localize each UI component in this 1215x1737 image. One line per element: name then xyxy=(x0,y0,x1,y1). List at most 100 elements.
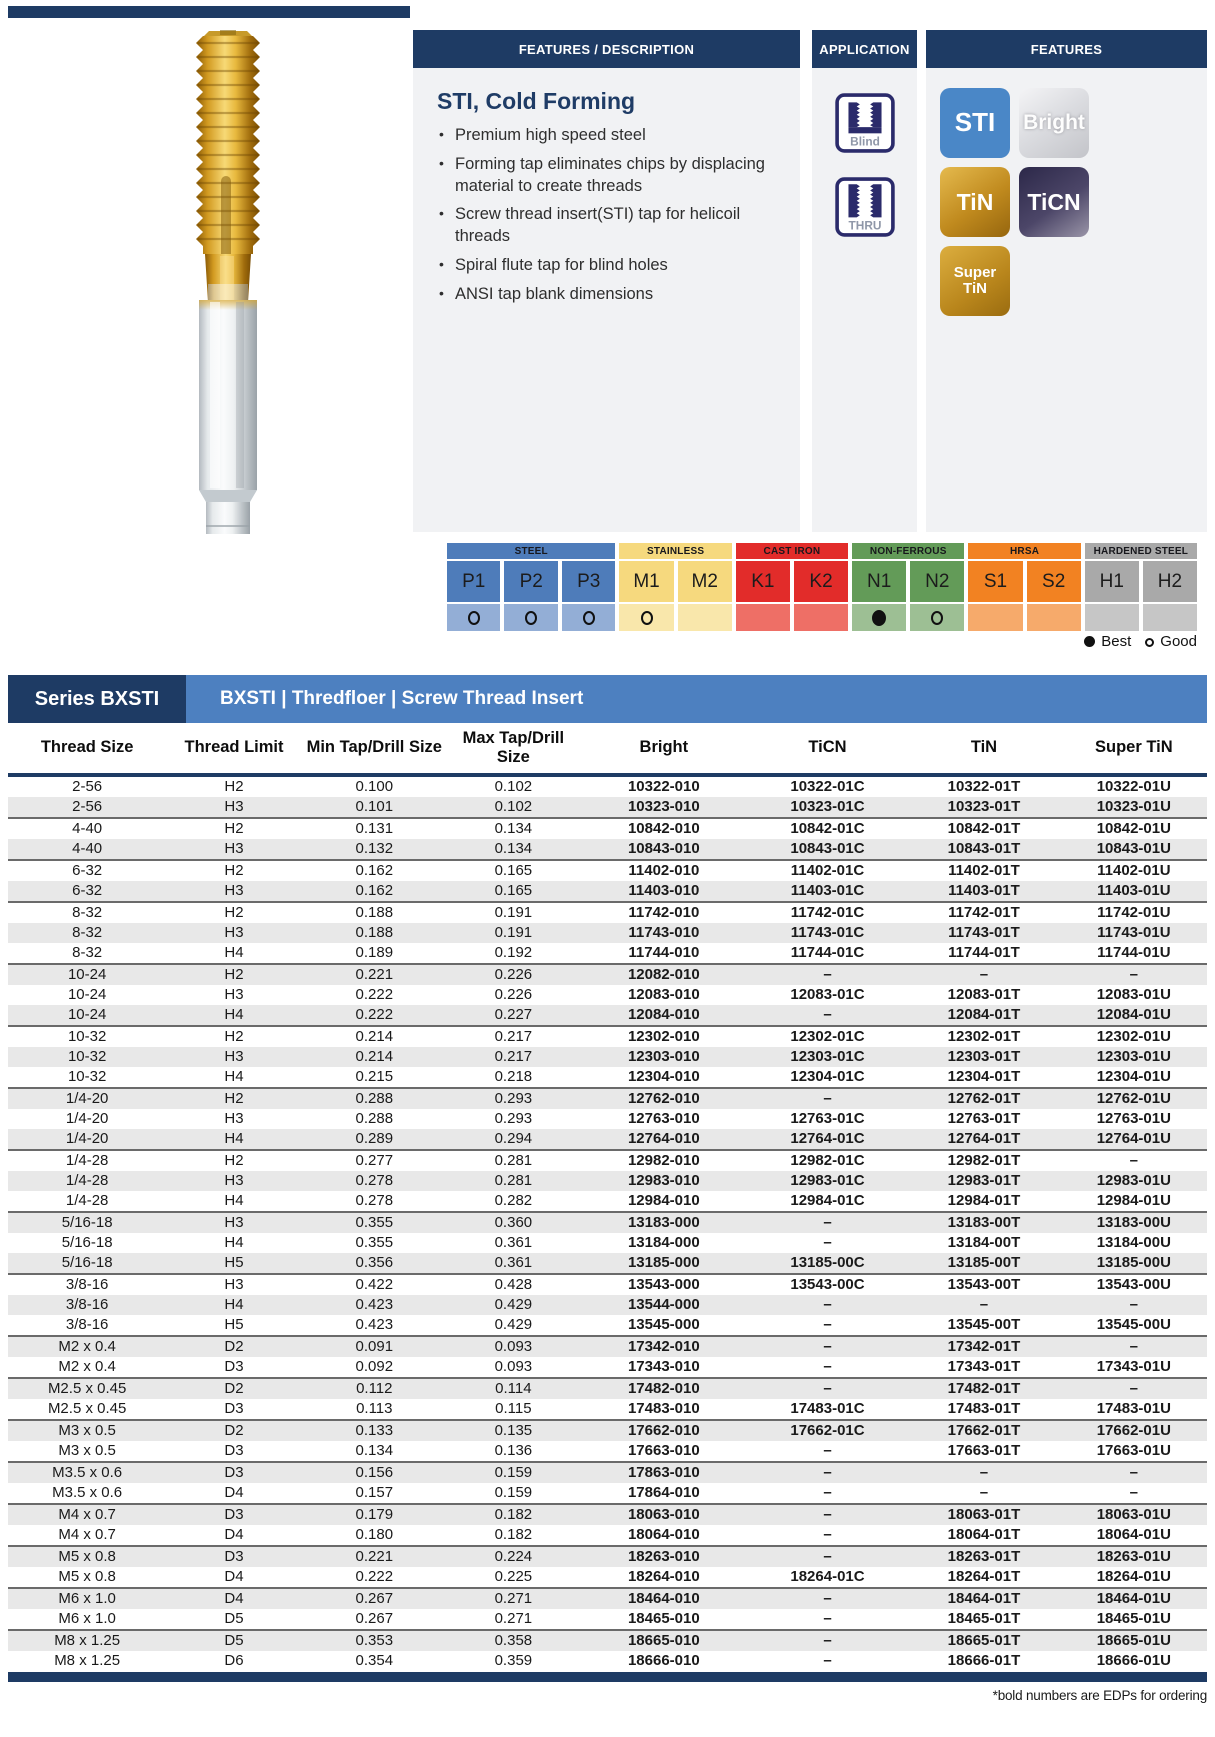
bright-edp-cell: 12082-010 xyxy=(579,962,748,985)
bright-edp-cell: 13545-000 xyxy=(627,1315,700,1333)
table-row: M3.5 x 0.6 D4 0.157 0.159 17864-010 – – – xyxy=(8,1483,1207,1504)
table-row: 1/4-28 H4 0.278 0.282 12984-010 12984-01C 1298… xyxy=(8,1191,1207,1212)
min-tap-drill-cell: 0.278 xyxy=(355,1191,394,1209)
thread-limit-cell: D6 xyxy=(224,1651,244,1669)
super-tin-edp-cell: 10843-01U xyxy=(1096,839,1171,857)
bright-edp-cell: 12982-010 xyxy=(579,1148,748,1171)
tin-edp-cell: 11742-01T xyxy=(907,900,1061,923)
super-tin-edp-cell: 12764-01U xyxy=(1096,1129,1171,1147)
table-row: 4-40 H2 0.131 0.134 10842-010 10842-01C 10842-… xyxy=(8,816,1207,839)
thread-size-cell: 4-40 xyxy=(8,816,167,839)
super-tin-edp-cell: 18264-01U xyxy=(1096,1567,1171,1585)
min-tap-drill-cell: 0.354 xyxy=(355,1651,394,1669)
material-rating-n2 xyxy=(910,604,965,631)
tin-edp-cell: 17483-01T xyxy=(947,1399,1021,1417)
tin-edp-cell: 12763-01T xyxy=(947,1109,1021,1127)
max-tap-drill-cell: 0.182 xyxy=(446,1502,580,1525)
table-row: M2 x 0.4 D2 0.091 0.093 17342-010–17342-01T – xyxy=(8,1334,1207,1357)
max-tap-drill-cell: 0.165 xyxy=(494,881,533,899)
bright-edp-cell: 17483-010 xyxy=(627,1399,700,1417)
good-rating-icon xyxy=(467,610,480,625)
thread-limit-cell: H3 xyxy=(224,1109,244,1127)
super-tin-edp-cell: 13184-00U xyxy=(1096,1233,1171,1251)
max-tap-drill-cell: 0.226 xyxy=(446,962,580,985)
tin-edp-cell: – xyxy=(979,1483,989,1501)
max-tap-drill-cell: 0.359 xyxy=(494,1651,533,1669)
thread-limit-cell: H2 xyxy=(166,858,302,881)
tin-edp-cell: 18064-01T xyxy=(947,1525,1021,1543)
max-tap-drill-cell: 0.192 xyxy=(494,943,533,961)
thread-size-cell: 10-24 xyxy=(67,1005,107,1023)
features-description-header: FEATURES / DESCRIPTION xyxy=(413,30,800,68)
table-row: 10-32 H3 0.214 0.217 12303-010 12303-01C 12303… xyxy=(8,1046,1207,1067)
table-row: 8-32 H2 0.188 0.191 11742-010 11742-01C 11742-… xyxy=(8,900,1207,923)
material-rating-s2 xyxy=(1026,604,1081,631)
thread-limit-cell: H4 xyxy=(224,943,244,961)
bright-edp-cell: 18666-010 xyxy=(627,1651,700,1669)
thread-size-cell: 1/4-20 xyxy=(65,1109,109,1127)
thread-limit-cell: H3 xyxy=(224,985,244,1003)
material-group: STAINLESS M1 M2 xyxy=(619,543,732,631)
super-tin-edp-cell: 12984-01U xyxy=(1096,1191,1171,1209)
tin-edp-cell: 18465-01T xyxy=(947,1609,1021,1627)
material-group-header: STEEL xyxy=(447,543,616,559)
super-tin-edp-cell: 11403-01U xyxy=(1097,881,1171,899)
table-row: M6 x 1.0 D5 0.267 0.271 18465-010 – 18465-01T 1… xyxy=(8,1609,1207,1630)
ticn-edp-cell: 12984-01C xyxy=(790,1191,865,1209)
ticn-edp-cell: 11744-01C xyxy=(790,943,865,961)
max-tap-drill-cell: 0.429 xyxy=(494,1315,533,1333)
thread-size-cell: M8 x 1.25 xyxy=(54,1651,121,1669)
thread-limit-cell: H3 xyxy=(224,1171,244,1189)
thread-size-cell: 10-32 xyxy=(67,1067,107,1085)
bright-edp-cell: 10842-010 xyxy=(579,816,748,839)
max-tap-drill-cell: 0.281 xyxy=(494,1171,533,1189)
bright-edp-cell: 10322-010 xyxy=(627,777,700,795)
super-tin-edp-cell: 17663-01U xyxy=(1096,1441,1171,1459)
blind-icon-label: Blind xyxy=(850,135,880,149)
ticn-edp-cell: 10323-01C xyxy=(790,797,865,815)
application-header: APPLICATION xyxy=(812,30,917,68)
tin-edp-cell: – xyxy=(979,1295,989,1313)
min-tap-drill-cell: 0.423 xyxy=(355,1315,394,1333)
tin-edp-cell: 12762-01T xyxy=(907,1086,1061,1109)
table-row: 6-32 H2 0.162 0.165 11402-010 11402-01C 11402-… xyxy=(8,858,1207,881)
super-tin-edp-cell: – xyxy=(1060,1460,1207,1483)
super-tin-edp-cell: 18465-01U xyxy=(1096,1609,1171,1627)
material-cells-row: M1 M2 xyxy=(619,561,732,602)
tin-edp-cell: 10843-01T xyxy=(947,839,1021,857)
table-row: 2-56 H3 0.101 0.102 10323-010 10323-01C 10323-… xyxy=(8,796,1207,818)
bright-edp-cell: 12764-010 xyxy=(627,1129,700,1147)
tin-edp-cell: 17343-01T xyxy=(947,1357,1021,1375)
tin-edp-cell: 13183-00T xyxy=(907,1210,1061,1233)
ticn-edp-cell: – xyxy=(823,1357,832,1375)
super-tin-edp-cell: 12083-01U xyxy=(1096,985,1171,1003)
material-group: NON-FERROUS N1 N2 xyxy=(852,543,965,631)
min-tap-drill-cell: 0.355 xyxy=(355,1233,394,1251)
thread-limit-cell: H2 xyxy=(166,1024,302,1047)
table-row: 1/4-20 H2 0.288 0.293 12762-010–12762-01T 127… xyxy=(8,1086,1207,1109)
best-label: Best xyxy=(1101,633,1132,650)
thread-size-cell: 10-24 xyxy=(67,985,107,1003)
best-rating-icon xyxy=(1084,636,1096,647)
thread-size-cell: 1/4-28 xyxy=(8,1148,167,1171)
tin-edp-cell: 11743-01T xyxy=(948,923,1020,941)
thread-size-cell: M2.5 x 0.45 xyxy=(8,1376,167,1399)
ticn-edp-cell: – xyxy=(823,1441,832,1459)
good-rating-icon xyxy=(1145,638,1155,647)
super-tin-edp-cell: – xyxy=(1129,1295,1139,1313)
material-group-header: HARDENED STEEL xyxy=(1084,543,1198,559)
tin-edp-cell: 18666-01T xyxy=(947,1651,1021,1669)
max-tap-drill-cell: 0.165 xyxy=(446,858,580,881)
feature-badge-tin: TiN xyxy=(940,167,1010,237)
thread-size-cell: M2 x 0.4 xyxy=(8,1334,167,1357)
material-group: CAST IRON K1 K2 xyxy=(735,543,849,631)
ticn-edp-cell: – xyxy=(747,1586,908,1609)
product-photo-tap xyxy=(112,28,344,534)
thread-size-cell: 8-32 xyxy=(72,923,103,941)
material-cells-row: N1 N2 xyxy=(852,561,965,602)
thread-limit-cell: D3 xyxy=(166,1502,302,1525)
bright-edp-cell: 17343-010 xyxy=(627,1357,700,1375)
features-description-body: STI, Cold Forming Premium high speed ste… xyxy=(413,68,800,532)
ticn-edp-cell: – xyxy=(747,1376,908,1399)
good-rating-icon xyxy=(582,610,595,625)
